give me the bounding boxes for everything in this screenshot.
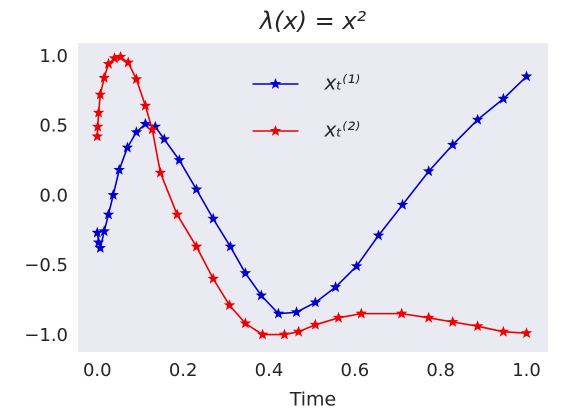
point-marker bbox=[107, 189, 119, 200]
y-tick-label: −1.0 bbox=[24, 325, 68, 346]
x-tick-label: 1.0 bbox=[512, 360, 541, 381]
point-marker bbox=[92, 120, 104, 132]
point-marker bbox=[98, 225, 110, 237]
point-marker bbox=[423, 165, 435, 177]
point-marker bbox=[372, 229, 385, 241]
point-marker bbox=[91, 130, 103, 142]
point-marker bbox=[350, 260, 363, 272]
point-marker bbox=[447, 316, 459, 327]
point-marker bbox=[447, 138, 459, 150]
x-tick-label: 0.6 bbox=[341, 360, 370, 381]
x-tick-label: 0.4 bbox=[255, 360, 284, 381]
point-marker bbox=[94, 242, 106, 253]
point-marker bbox=[272, 307, 285, 319]
point-marker bbox=[207, 212, 219, 224]
point-marker bbox=[139, 117, 152, 129]
point-marker bbox=[471, 113, 484, 125]
point-marker bbox=[471, 320, 484, 331]
point-marker bbox=[256, 328, 269, 340]
legend-marker bbox=[269, 78, 282, 89]
point-marker bbox=[173, 154, 185, 165]
x-axis-label: Time bbox=[289, 389, 337, 411]
point-marker bbox=[239, 317, 252, 329]
point-marker bbox=[130, 73, 143, 85]
point-marker bbox=[207, 272, 219, 284]
point-marker bbox=[497, 92, 510, 104]
y-tick-label: 0.5 bbox=[39, 116, 68, 137]
chart-title: λ(x) = x² bbox=[258, 7, 367, 35]
point-marker bbox=[146, 123, 158, 135]
point-marker bbox=[239, 267, 252, 278]
point-marker bbox=[520, 327, 533, 338]
point-marker bbox=[149, 120, 161, 132]
point-marker bbox=[396, 198, 409, 210]
point-marker bbox=[171, 208, 183, 220]
series-line bbox=[96, 75, 528, 315]
point-marker bbox=[154, 166, 167, 178]
point-marker bbox=[98, 71, 110, 83]
point-marker bbox=[278, 328, 291, 340]
point-marker bbox=[122, 56, 134, 68]
point-marker bbox=[190, 183, 203, 195]
legend-marker bbox=[269, 125, 282, 136]
point-marker bbox=[395, 307, 408, 319]
point-marker bbox=[94, 88, 106, 100]
point-marker bbox=[91, 226, 103, 238]
point-marker bbox=[423, 311, 435, 323]
point-marker bbox=[102, 208, 115, 220]
point-marker bbox=[108, 52, 121, 64]
y-tick-label: 0.0 bbox=[39, 185, 68, 206]
point-marker bbox=[309, 318, 322, 330]
x-tick-label: 0.8 bbox=[426, 360, 455, 381]
point-marker bbox=[113, 163, 125, 175]
point-marker bbox=[497, 325, 510, 337]
x-tick-label: 0.2 bbox=[169, 360, 198, 381]
legend-label: xₜ⁽¹⁾ bbox=[324, 71, 361, 95]
point-marker bbox=[255, 289, 267, 301]
point-marker bbox=[102, 57, 115, 69]
point-marker bbox=[114, 51, 127, 62]
point-marker bbox=[139, 99, 152, 111]
point-marker bbox=[520, 70, 533, 82]
point-marker bbox=[309, 296, 322, 308]
y-tick-label: 1.0 bbox=[39, 46, 68, 67]
x-tick-label: 0.0 bbox=[83, 360, 112, 381]
point-marker bbox=[158, 133, 170, 145]
point-marker bbox=[332, 311, 345, 323]
point-marker bbox=[121, 141, 134, 153]
point-marker bbox=[329, 281, 342, 292]
point-marker bbox=[290, 306, 303, 318]
point-marker bbox=[355, 307, 367, 319]
point-marker bbox=[92, 106, 105, 118]
point-marker bbox=[130, 126, 143, 138]
point-marker bbox=[92, 236, 105, 248]
point-marker bbox=[224, 240, 237, 252]
point-marker bbox=[190, 240, 203, 252]
legend-label: xₜ⁽²⁾ bbox=[324, 118, 361, 142]
point-marker bbox=[292, 325, 305, 337]
y-tick-label: −0.5 bbox=[24, 255, 68, 276]
point-marker bbox=[223, 299, 236, 311]
